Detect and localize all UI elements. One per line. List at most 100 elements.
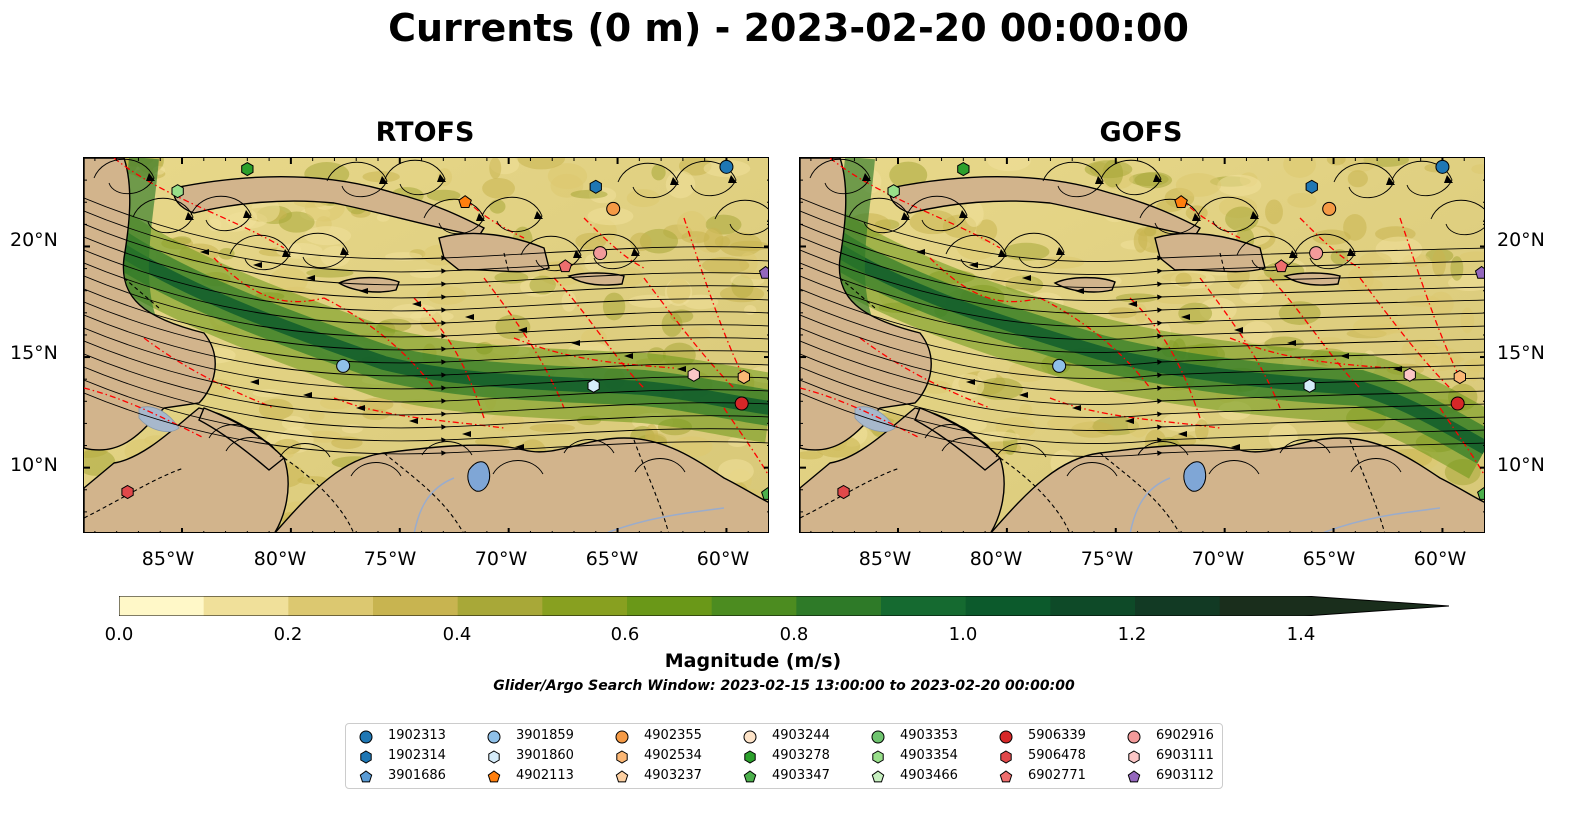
streamline-arrow xyxy=(306,275,315,281)
search-window-note: Glider/Argo Search Window: 2023-02-15 13… xyxy=(493,678,1075,694)
map-panel-gofs xyxy=(799,157,1485,533)
lon-label-60w: 60°W xyxy=(1413,548,1467,570)
legend-marker-4903237 xyxy=(615,770,629,783)
float-marker-1902314 xyxy=(1305,179,1318,194)
streamline-arrow xyxy=(1022,275,1031,281)
streamline xyxy=(800,379,1484,445)
lon-label-70w: 70°W xyxy=(1191,548,1245,570)
eez-boundary xyxy=(143,337,275,409)
streamline xyxy=(84,236,768,300)
lake xyxy=(854,406,896,432)
float-marker-4902355 xyxy=(1322,201,1337,216)
streamline xyxy=(800,366,1484,432)
colorbar-tick: 0.8 xyxy=(779,624,809,645)
eez-boundary xyxy=(213,257,325,303)
legend-label: 4903354 xyxy=(900,748,958,763)
panel-title-gofs: GOFS xyxy=(1099,117,1183,148)
legend-marker-icon xyxy=(615,730,629,744)
colorbar-bin xyxy=(203,596,289,616)
legend-label: 4902534 xyxy=(644,748,702,763)
float-legend: 1902313 1902314 3901686 3901859 3901860 49021… xyxy=(345,723,1223,789)
streamline xyxy=(906,195,968,232)
streamline xyxy=(800,327,1484,393)
streamline xyxy=(84,275,768,339)
float-marker-4903278 xyxy=(241,162,254,177)
streamline-arrow xyxy=(1250,211,1259,219)
land-mass xyxy=(1053,276,1116,293)
streamline xyxy=(84,301,768,365)
lon-label-65w: 65°W xyxy=(585,548,639,570)
float-marker-1902313 xyxy=(1435,159,1450,174)
lat-label-10n-left: 10°N xyxy=(10,454,58,476)
streamline xyxy=(800,353,1484,419)
colorbar-bin xyxy=(965,596,1051,616)
legend-marker-4903354 xyxy=(872,750,884,764)
eez-boundary xyxy=(1199,277,1281,409)
streamline-arrow xyxy=(465,314,474,320)
float-marker-4902113 xyxy=(1174,195,1188,208)
streamline-arrow xyxy=(1386,177,1395,185)
legend-label: 4902355 xyxy=(644,728,702,743)
country-border xyxy=(84,467,185,519)
colorbar-bin xyxy=(881,596,967,616)
legend-label: 6903112 xyxy=(1156,768,1214,783)
country-border xyxy=(839,277,876,309)
legend-label: 5906339 xyxy=(1028,728,1086,743)
legend-label: 4903278 xyxy=(772,748,830,763)
country-border xyxy=(1219,252,1226,274)
eez-boundary xyxy=(1129,297,1201,419)
streamline xyxy=(800,301,1484,367)
streamline xyxy=(225,437,277,452)
streamline-arrow xyxy=(631,248,640,256)
streamline xyxy=(1236,235,1298,272)
streamline xyxy=(1066,462,1118,477)
streamline-arrow xyxy=(573,250,582,258)
streamline xyxy=(800,236,1484,302)
streamline xyxy=(848,197,910,234)
river xyxy=(413,477,455,532)
streamline-arrow xyxy=(1192,213,1201,221)
legend-marker-4903353 xyxy=(871,730,885,744)
streamline xyxy=(229,234,291,271)
country-border xyxy=(123,277,160,309)
legend-label: 4902113 xyxy=(516,768,574,783)
legend-marker-3901860 xyxy=(488,750,500,764)
legend-marker-icon xyxy=(1127,770,1141,783)
country-border xyxy=(503,252,510,274)
streamline xyxy=(800,223,1484,289)
streamline xyxy=(84,262,768,326)
streamline-arrow xyxy=(1234,327,1243,333)
legend-marker-4903244 xyxy=(743,730,757,744)
streamline xyxy=(634,458,686,473)
streamline-arrow xyxy=(476,213,485,221)
legend-marker-icon xyxy=(487,730,501,744)
streamline-arrow xyxy=(1231,444,1240,450)
streamline-arrow xyxy=(409,418,418,424)
streamline xyxy=(714,199,768,236)
land-mass xyxy=(888,175,1202,237)
float-marker-6903111 xyxy=(1403,367,1416,382)
streamline xyxy=(675,160,737,197)
legend-marker-icon xyxy=(871,770,885,783)
float-marker-6903111 xyxy=(687,367,700,382)
streamline-arrow xyxy=(518,327,527,333)
colorbar-tick: 0.4 xyxy=(442,624,472,645)
legend-marker-icon xyxy=(872,750,884,764)
legend-marker-icon xyxy=(1000,750,1012,764)
streamline xyxy=(208,424,260,439)
eez-boundary xyxy=(683,217,745,379)
streamline xyxy=(563,439,615,454)
legend-marker-4902534 xyxy=(616,750,628,764)
panel-title-rtofs: RTOFS xyxy=(375,117,475,148)
streamline-arrow xyxy=(1125,418,1134,424)
streamline xyxy=(941,437,993,452)
streamline-arrow xyxy=(253,262,262,268)
streamline-arrow xyxy=(303,392,312,398)
streamline-arrow xyxy=(437,174,446,182)
eez-boundary xyxy=(723,407,768,476)
lat-label-15n-right: 15°N xyxy=(1497,342,1545,364)
land-mass xyxy=(990,437,1484,532)
eez-boundary xyxy=(1359,277,1451,389)
lake xyxy=(138,406,180,432)
colorbar xyxy=(119,596,1449,616)
